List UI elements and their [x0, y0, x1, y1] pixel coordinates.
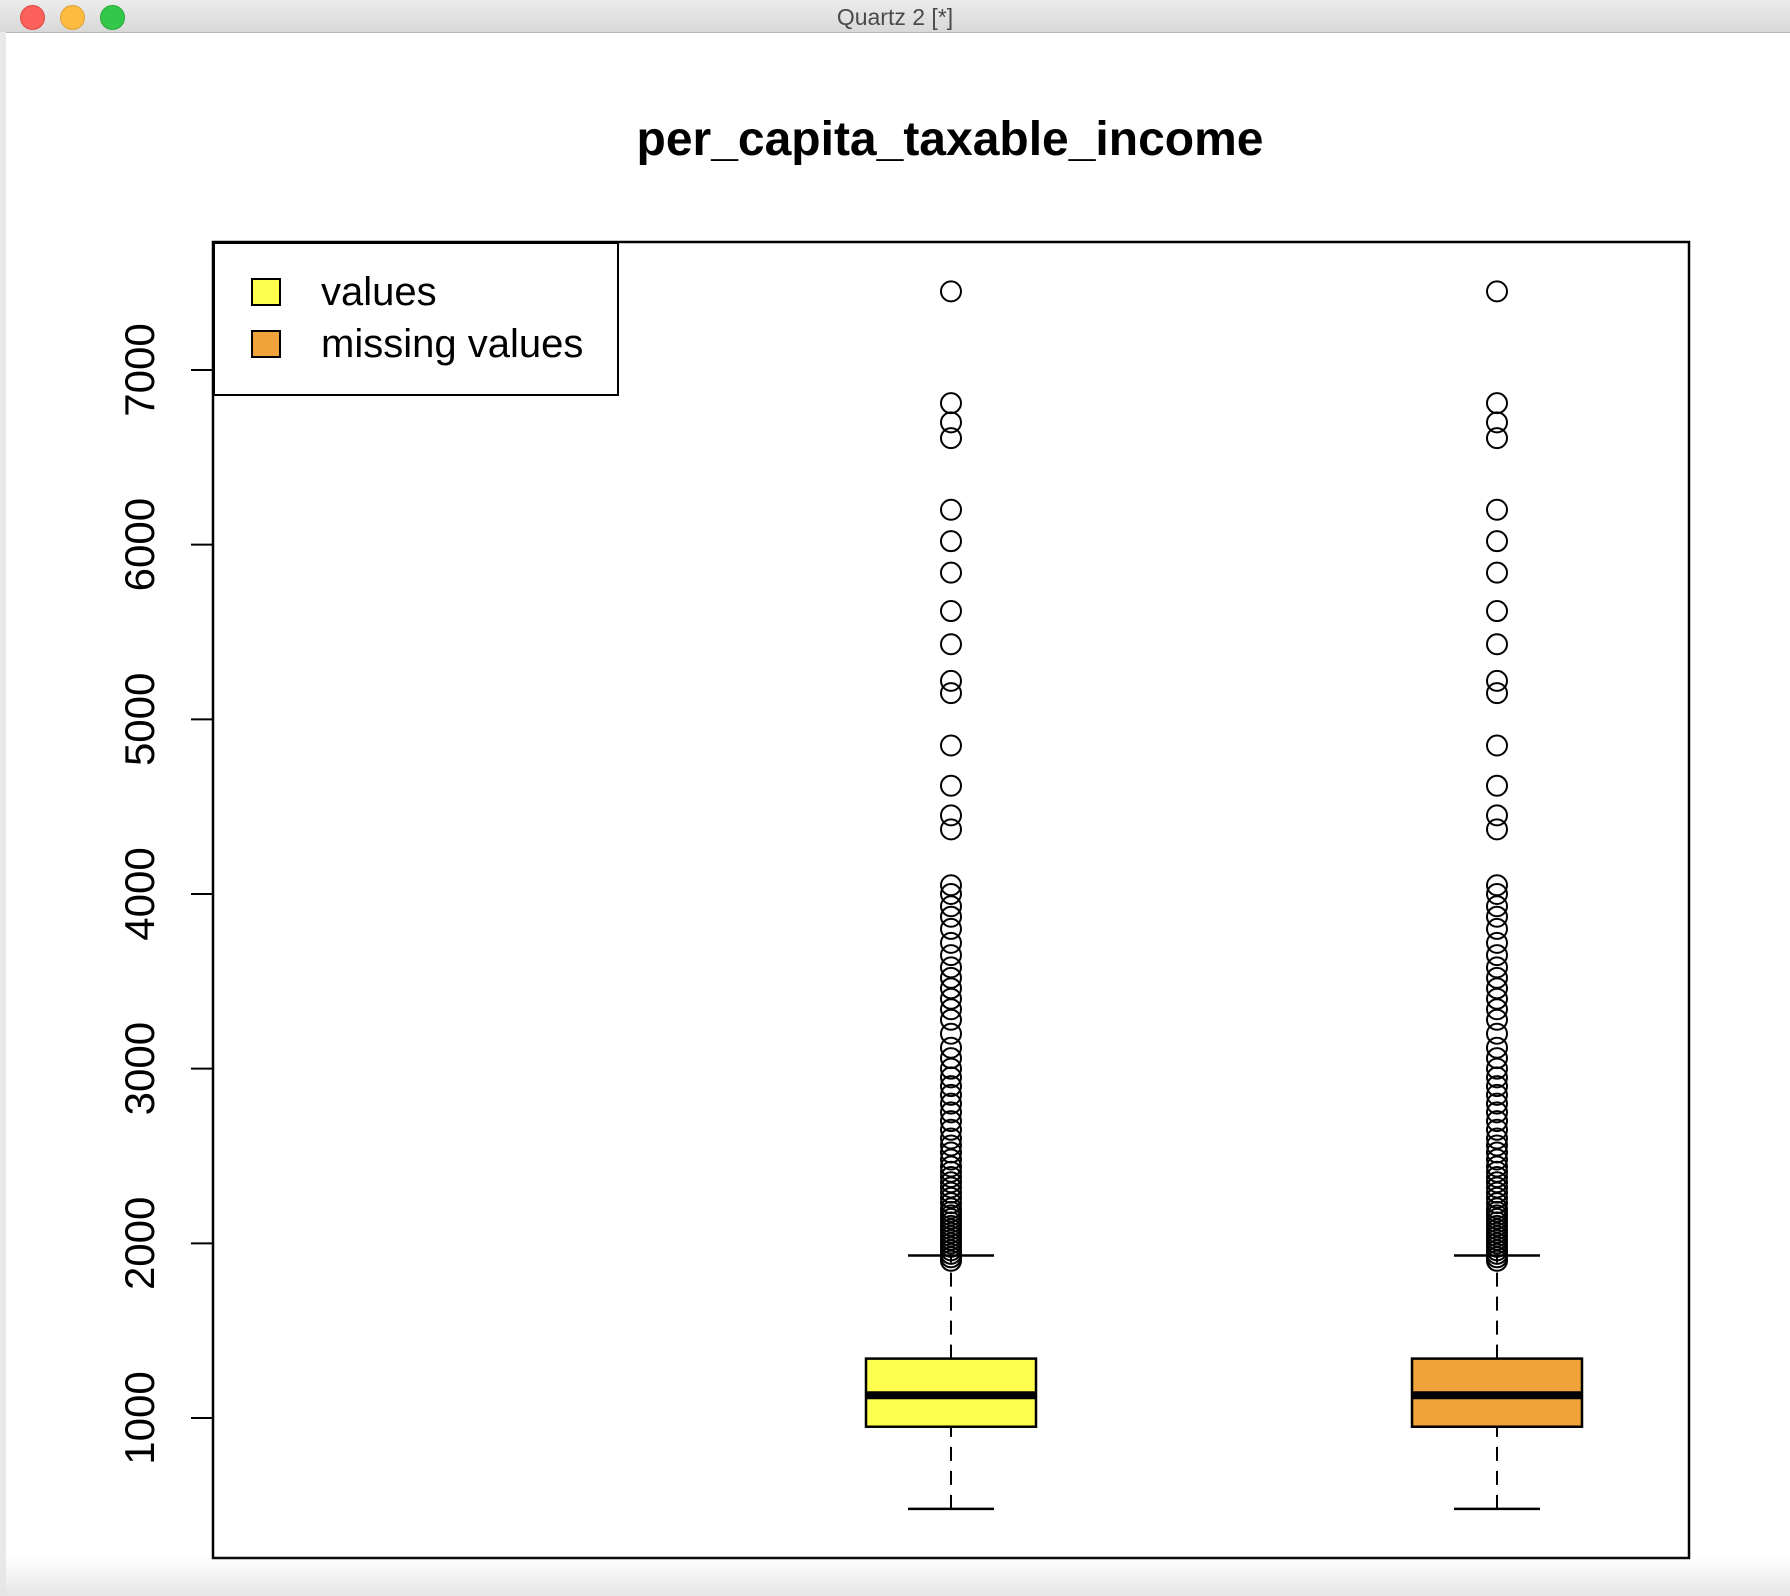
outlier-point — [940, 498, 962, 521]
window-bottom-edge — [0, 1556, 1790, 1596]
outlier-point — [1486, 682, 1508, 705]
outlier-point — [940, 1047, 962, 1070]
outlier-point — [940, 734, 962, 757]
outlier-point — [940, 530, 962, 553]
y-tick-label: 5000 — [116, 673, 163, 766]
outlier-point — [940, 956, 962, 979]
outlier-point — [1486, 1141, 1508, 1164]
outlier-point — [1486, 734, 1508, 757]
chart-legend: values missing values — [213, 242, 619, 396]
outlier-point — [940, 600, 962, 623]
outlier-point — [1486, 530, 1508, 553]
outlier-point — [1486, 411, 1508, 434]
outlier-point — [1486, 427, 1508, 450]
outlier-point — [1486, 905, 1508, 928]
outlier-point — [1486, 669, 1508, 692]
outlier-point — [1486, 1036, 1508, 1059]
outlier-point — [940, 874, 962, 897]
outlier-point — [940, 1075, 962, 1098]
outlier-point — [940, 561, 962, 584]
legend-swatch-values — [251, 278, 281, 306]
outlier-point — [1486, 917, 1508, 940]
outlier-point — [1486, 1022, 1508, 1045]
outlier-point — [940, 1036, 962, 1059]
outlier-point — [940, 1141, 962, 1164]
outlier-point — [1486, 931, 1508, 954]
outlier-point — [1486, 883, 1508, 905]
outlier-point — [940, 1134, 962, 1157]
outlier-point — [940, 669, 962, 692]
outlier-point — [1486, 561, 1508, 584]
y-tick-label: 3000 — [116, 1022, 163, 1115]
outlier-point — [940, 1101, 962, 1124]
outlier-point — [940, 931, 962, 954]
outlier-point — [1486, 1075, 1508, 1098]
legend-label-missing-values: missing values — [321, 321, 584, 366]
outlier-point — [940, 392, 962, 415]
outlier-point — [1486, 600, 1508, 623]
outlier-point — [940, 804, 962, 827]
outlier-point — [1486, 498, 1508, 521]
outlier-point — [1486, 774, 1508, 797]
outlier-point — [1486, 1171, 1508, 1194]
outlier-point — [940, 633, 962, 656]
outlier-point — [940, 883, 962, 905]
y-tick-label: 2000 — [116, 1197, 163, 1290]
outlier-point — [940, 1127, 962, 1150]
outlier-point — [1486, 874, 1508, 897]
outlier-point — [940, 1171, 962, 1194]
legend-label-values: values — [321, 269, 437, 314]
outlier-point — [1486, 944, 1508, 967]
outlier-point — [1486, 1134, 1508, 1157]
y-tick-label: 7000 — [116, 323, 163, 416]
window-titlebar: Quartz 2 [*] — [0, 0, 1790, 33]
outlier-point — [1486, 804, 1508, 827]
outlier-point — [1486, 1101, 1508, 1124]
close-window-button[interactable] — [20, 5, 45, 30]
outlier-point — [940, 1165, 962, 1188]
outlier-point — [940, 1092, 962, 1115]
outlier-point — [1486, 818, 1508, 841]
outlier-point — [940, 682, 962, 705]
outlier-point — [940, 1110, 962, 1133]
outlier-point — [940, 1022, 962, 1045]
outlier-point — [1486, 1110, 1508, 1133]
outlier-point — [1486, 1127, 1508, 1150]
outlier-point — [940, 411, 962, 434]
outlier-point — [1486, 392, 1508, 415]
legend-entry-missing-values: missing values — [251, 321, 584, 366]
outlier-point — [940, 944, 962, 967]
y-tick-label: 4000 — [116, 847, 163, 940]
outlier-point — [940, 818, 962, 841]
outlier-point — [940, 905, 962, 928]
outlier-point — [940, 917, 962, 940]
outlier-point — [940, 966, 962, 989]
outlier-point — [1486, 1092, 1508, 1115]
outlier-point — [1486, 1083, 1508, 1106]
outlier-point — [940, 427, 962, 450]
outlier-point — [940, 774, 962, 797]
y-tick-label: 6000 — [116, 498, 163, 591]
window-edge — [0, 32, 6, 1596]
window-title: Quartz 2 [*] — [836, 4, 954, 30]
outlier-point — [1486, 966, 1508, 989]
outlier-point — [940, 280, 962, 303]
legend-swatch-missing-values — [251, 330, 281, 358]
zoom-window-button[interactable] — [100, 5, 125, 30]
minimize-window-button[interactable] — [60, 5, 85, 30]
outlier-point — [1486, 633, 1508, 656]
y-tick-label: 1000 — [116, 1371, 163, 1464]
outlier-point — [940, 1083, 962, 1106]
outlier-point — [940, 1118, 962, 1141]
outlier-point — [1486, 280, 1508, 303]
outlier-point — [1486, 956, 1508, 979]
chart-title: per_capita_taxable_income — [636, 113, 1264, 166]
outlier-point — [1486, 1165, 1508, 1188]
legend-entry-values: values — [251, 269, 437, 314]
outlier-point — [1486, 1118, 1508, 1141]
outlier-point — [1486, 1047, 1508, 1070]
